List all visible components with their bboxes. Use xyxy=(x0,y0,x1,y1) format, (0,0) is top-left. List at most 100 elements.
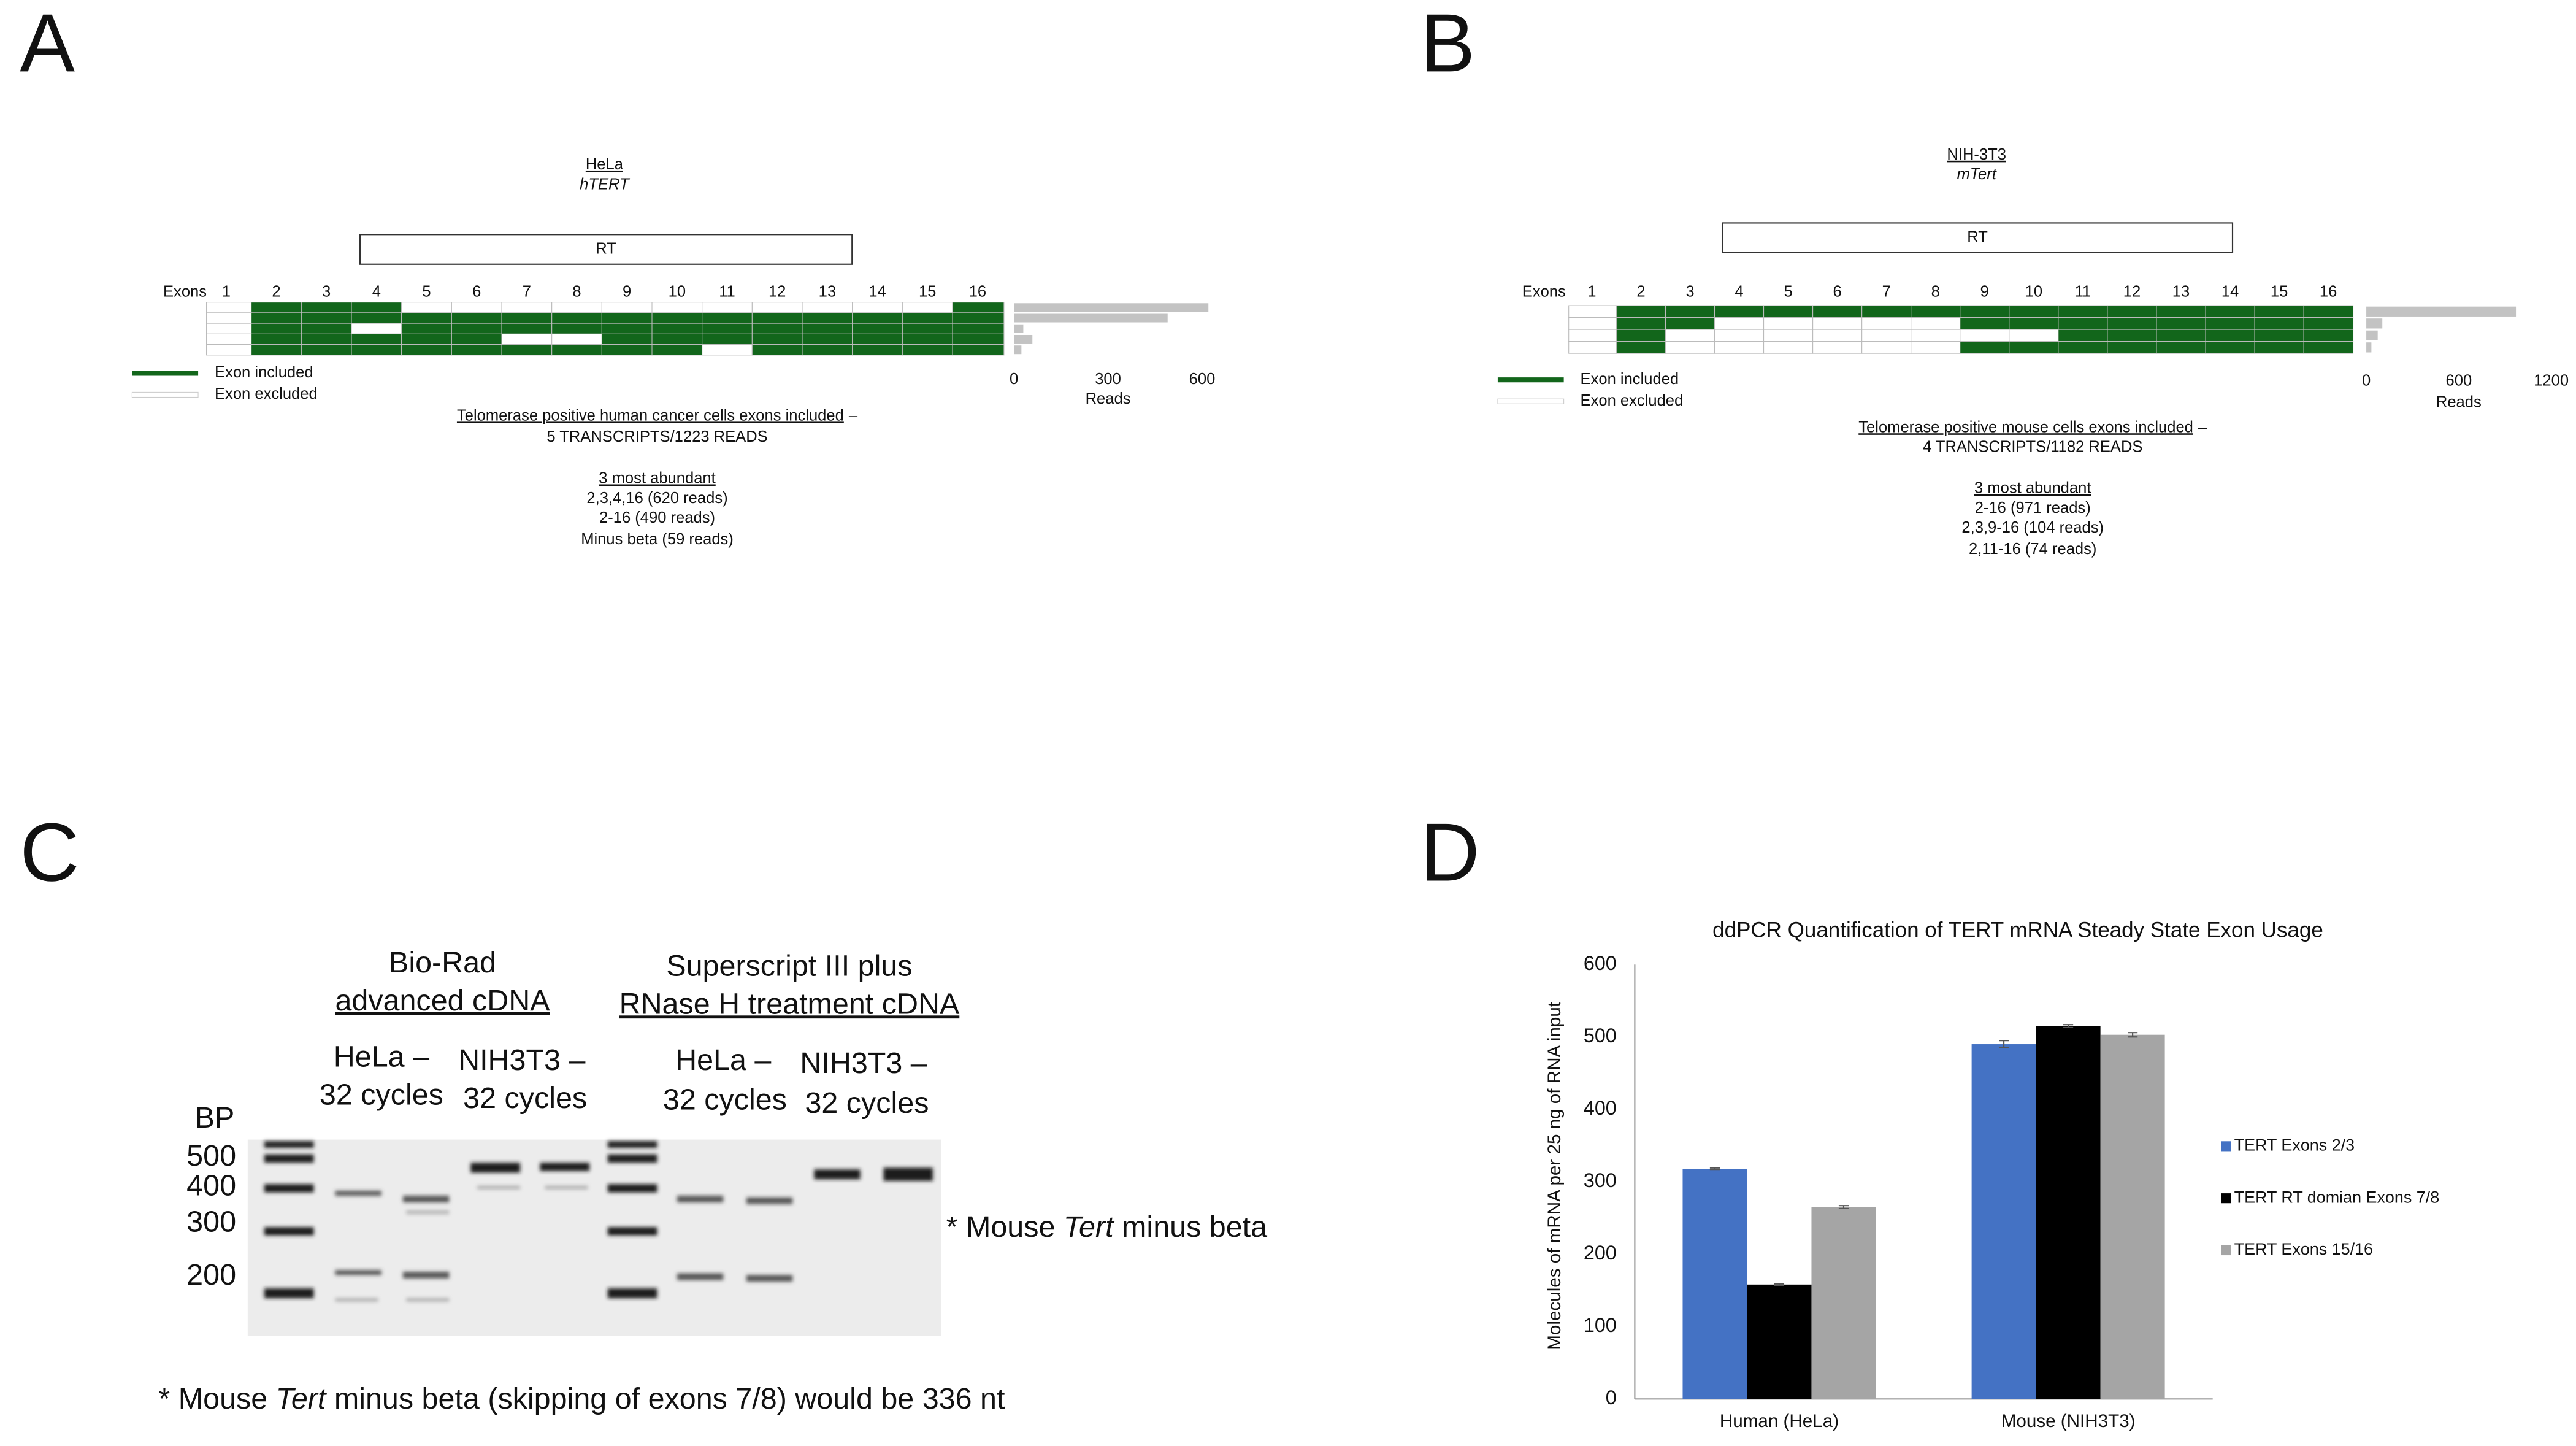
bar xyxy=(2036,1026,2101,1399)
exon-cell xyxy=(902,302,953,313)
exon-cell xyxy=(401,312,452,324)
axis-label: Reads xyxy=(2436,394,2482,411)
exon-cell xyxy=(206,344,252,356)
reads-bar xyxy=(1014,303,1209,312)
exon-cell xyxy=(1812,329,1863,342)
cell-line: HeLa xyxy=(586,156,624,173)
exon-cell xyxy=(2254,341,2304,354)
exon-number: 6 xyxy=(472,283,481,300)
exon-cell xyxy=(401,302,452,313)
abundant-item: 2,11-16 (74 reads) xyxy=(1969,540,2096,558)
exon-cell xyxy=(1812,317,1863,330)
exon-cell xyxy=(551,344,602,356)
legend-swatch xyxy=(131,391,199,398)
exon-cell xyxy=(251,312,302,324)
error-bar xyxy=(1709,1167,1720,1171)
footnote-text: minus beta (skipping of exons 7/8) would… xyxy=(334,1382,1005,1415)
exon-cell xyxy=(852,333,903,345)
exon-cell xyxy=(451,333,502,345)
exon-cell xyxy=(751,312,803,324)
panel-label: C xyxy=(20,806,79,898)
exon-number: 16 xyxy=(969,283,986,300)
exon-cell xyxy=(1763,305,1814,318)
lane-cycles: 32 cycles xyxy=(805,1086,929,1120)
exon-cell xyxy=(1616,341,1666,354)
exon-cell xyxy=(301,312,352,324)
exon-number: 5 xyxy=(422,283,431,300)
exon-cell xyxy=(802,302,853,313)
exon-cell xyxy=(351,344,402,356)
y-tick-label: 300 xyxy=(1584,1169,1617,1191)
y-tick-label: 100 xyxy=(1584,1314,1617,1336)
exon-number: 4 xyxy=(1735,283,1743,300)
y-tick-label: 200 xyxy=(1584,1242,1617,1264)
exon-cell xyxy=(251,333,302,345)
lane-label: HeLa – xyxy=(675,1044,771,1077)
exon-cell xyxy=(1861,305,1912,318)
reads-bar xyxy=(1014,313,1168,323)
exon-cell xyxy=(702,344,753,356)
exon-cell xyxy=(2156,305,2206,318)
x-tick-label: 600 xyxy=(1189,371,1216,388)
exon-cell xyxy=(351,323,402,334)
legend-label: TERT Exons 15/16 xyxy=(2234,1240,2373,1258)
exon-cell xyxy=(251,302,302,313)
exon-number: 15 xyxy=(919,283,936,300)
exon-number: 3 xyxy=(1685,283,1694,300)
exon-cell xyxy=(852,302,903,313)
exon-number: 2 xyxy=(1636,283,1645,300)
bar xyxy=(1682,1169,1747,1399)
gel-annotation: * Mouse Tert minus beta xyxy=(946,1210,1267,1244)
axis-label: Reads xyxy=(1086,390,1131,407)
exon-number: 1 xyxy=(1587,283,1596,300)
exon-cell xyxy=(2009,317,2059,330)
domain-label: RT xyxy=(1967,228,1988,245)
x-tick-label: 0 xyxy=(2362,372,2371,390)
exon-cell xyxy=(952,323,1005,334)
exon-cell xyxy=(1763,329,1814,342)
x-tick-label: Mouse (NIH3T3) xyxy=(2001,1411,2136,1431)
lane-cycles: 32 cycles xyxy=(663,1083,787,1116)
y-tick-label: 400 xyxy=(1584,1097,1617,1119)
panel-label: A xyxy=(20,0,75,89)
reads-bar xyxy=(2366,342,2372,353)
exon-cell xyxy=(1763,341,1814,354)
exon-cell xyxy=(351,312,402,324)
exon-cell xyxy=(551,333,602,345)
exon-cell xyxy=(802,323,853,334)
exon-cell xyxy=(802,344,853,356)
exon-cell xyxy=(902,323,953,334)
chart-title: ddPCR Quantification of TERT mRNA Steady… xyxy=(1712,918,2323,942)
annotation-gene: Tert xyxy=(1064,1210,1115,1244)
exon-cell xyxy=(902,333,953,345)
abundant-item: 2,3,4,16 (620 reads) xyxy=(586,490,727,507)
exons-label: Exons xyxy=(1522,283,1566,300)
reads-bar xyxy=(2366,330,2378,340)
exon-cell xyxy=(351,333,402,345)
exon-cell xyxy=(501,333,553,345)
x-tick-label: 0 xyxy=(1010,371,1018,388)
exon-cell xyxy=(1714,305,1765,318)
exon-cell xyxy=(401,344,452,356)
exon-cell xyxy=(601,312,653,324)
exon-cell xyxy=(301,323,352,334)
exon-number: 6 xyxy=(1833,283,1842,300)
footnote: * Mouse Tert minus beta (skipping of exons… xyxy=(158,1382,1005,1415)
group-title: Superscript III plus xyxy=(666,949,912,982)
domain-box xyxy=(359,234,853,265)
exon-cell xyxy=(952,344,1005,356)
exon-cell xyxy=(902,344,953,356)
reads-bar xyxy=(1014,345,1022,355)
exon-cell xyxy=(2009,329,2059,342)
bar xyxy=(1811,1207,1876,1399)
exon-cell xyxy=(2205,329,2255,342)
legend-swatch xyxy=(2221,1245,2231,1256)
exon-cell xyxy=(952,302,1005,313)
exon-cell xyxy=(206,312,252,324)
exon-cell xyxy=(1568,317,1617,330)
cell-line: NIH-3T3 xyxy=(1947,146,2006,163)
exon-cell xyxy=(2254,329,2304,342)
exon-cell xyxy=(601,323,653,334)
error-bar xyxy=(1999,1040,2009,1049)
